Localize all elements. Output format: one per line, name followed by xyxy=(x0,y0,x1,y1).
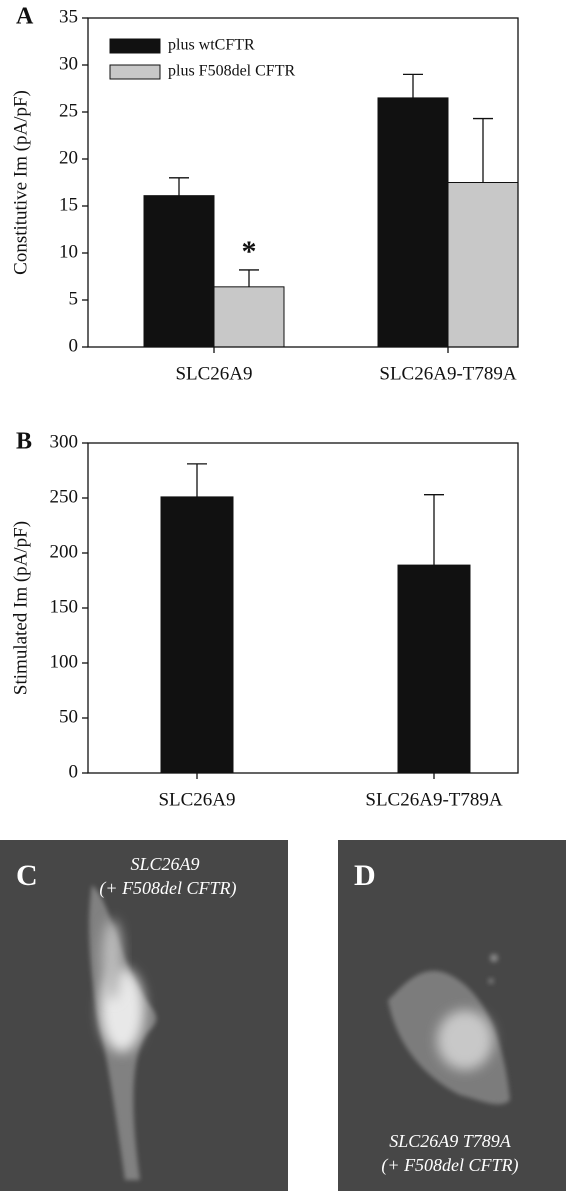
y-axis-label: Constitutive Im (pA/pF) xyxy=(10,90,31,275)
panel-label: D xyxy=(354,859,376,892)
bar xyxy=(447,182,519,348)
bar xyxy=(160,496,234,774)
panel-label: C xyxy=(16,859,38,892)
y-tick-label: 25 xyxy=(59,100,78,121)
x-tick-label: SLC26A9 xyxy=(158,789,235,810)
annotation: * xyxy=(242,235,257,268)
x-tick-label: SLC26A9 xyxy=(175,363,252,384)
y-tick-label: 0 xyxy=(69,335,79,356)
caption: (+ F508del CFTR) xyxy=(99,878,236,899)
panel-label: A xyxy=(16,4,34,30)
bar xyxy=(377,97,449,348)
bar xyxy=(143,195,215,348)
y-axis-label: Stimulated Im (pA/pF) xyxy=(10,521,31,695)
y-tick-label: 250 xyxy=(50,486,79,507)
legend-label: plus F508del CFTR xyxy=(168,63,295,80)
y-tick-label: 150 xyxy=(50,596,79,617)
y-tick-label: 300 xyxy=(50,431,79,452)
y-tick-label: 200 xyxy=(50,541,79,562)
bar xyxy=(397,564,471,774)
y-tick-label: 50 xyxy=(59,706,78,727)
plot-frame xyxy=(87,442,519,774)
y-tick-label: 0 xyxy=(69,761,79,782)
legend-label: plus wtCFTR xyxy=(168,37,255,54)
y-tick-label: 5 xyxy=(69,288,79,309)
x-tick-label: SLC26A9-T789A xyxy=(379,363,517,384)
panel-label: B xyxy=(16,429,32,455)
y-tick-label: 35 xyxy=(59,6,78,27)
micrograph-c xyxy=(0,840,288,1191)
bar xyxy=(213,286,285,348)
y-tick-label: 15 xyxy=(59,194,78,215)
legend-swatch xyxy=(109,38,161,54)
x-tick-label: SLC26A9-T789A xyxy=(365,789,503,810)
caption: (+ F508del CFTR) xyxy=(381,1155,518,1176)
y-tick-label: 20 xyxy=(59,147,78,168)
legend-swatch xyxy=(109,64,161,80)
caption: SLC26A9 T789A xyxy=(389,1131,512,1151)
caption: SLC26A9 xyxy=(130,854,199,874)
micrograph-d xyxy=(338,840,566,1191)
y-tick-label: 10 xyxy=(59,241,78,262)
y-tick-label: 100 xyxy=(50,651,79,672)
y-tick-label: 30 xyxy=(59,53,78,74)
plot-frame xyxy=(87,17,519,348)
